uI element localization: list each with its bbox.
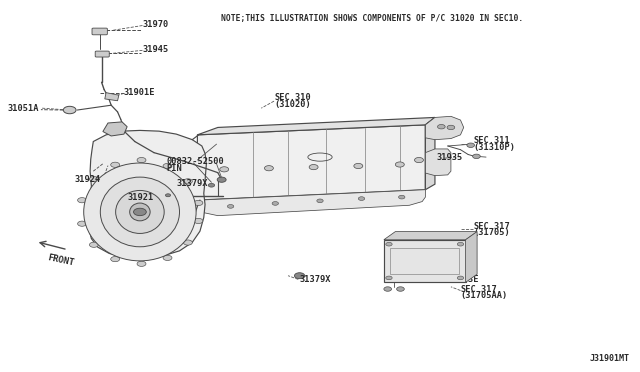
Polygon shape [103, 122, 127, 136]
Text: SEC.310: SEC.310 [274, 93, 311, 102]
Text: J31901MT: J31901MT [589, 354, 630, 363]
Circle shape [63, 106, 76, 114]
Circle shape [227, 205, 234, 208]
Circle shape [208, 183, 214, 187]
Text: 31051A: 31051A [7, 104, 38, 113]
Circle shape [163, 255, 172, 260]
Polygon shape [89, 131, 206, 258]
Circle shape [137, 261, 146, 266]
Circle shape [386, 276, 392, 280]
Circle shape [220, 167, 228, 172]
Circle shape [354, 163, 363, 169]
Polygon shape [426, 149, 451, 176]
Text: (31020): (31020) [274, 100, 311, 109]
Text: 31943E: 31943E [448, 275, 479, 284]
FancyBboxPatch shape [92, 28, 108, 35]
Text: 00832-52500: 00832-52500 [167, 157, 225, 166]
Ellipse shape [100, 177, 179, 247]
Circle shape [384, 287, 392, 291]
Circle shape [184, 240, 193, 245]
Circle shape [458, 242, 464, 246]
Text: FRONT: FRONT [47, 253, 76, 268]
Circle shape [438, 125, 445, 129]
Circle shape [458, 276, 464, 280]
Circle shape [386, 242, 392, 246]
Circle shape [163, 163, 172, 169]
Polygon shape [426, 116, 464, 140]
Text: NOTE;THIS ILLUSTRATION SHOWS COMPONENTS OF P/C 31020 IN SEC10.: NOTE;THIS ILLUSTRATION SHOWS COMPONENTS … [221, 14, 524, 23]
Text: 31935: 31935 [436, 153, 463, 161]
Circle shape [272, 202, 278, 205]
Text: 31379X: 31379X [177, 179, 209, 187]
Polygon shape [466, 232, 477, 282]
Text: 31945: 31945 [143, 45, 169, 54]
Circle shape [77, 198, 86, 203]
Circle shape [184, 179, 193, 184]
Circle shape [77, 221, 86, 226]
Text: 31924: 31924 [74, 175, 100, 184]
Text: 31379X: 31379X [300, 275, 331, 284]
Circle shape [217, 177, 226, 182]
Text: (31310P): (31310P) [473, 143, 515, 152]
Text: SEC.311: SEC.311 [473, 136, 510, 145]
Text: SEC.317: SEC.317 [473, 221, 510, 231]
Circle shape [134, 208, 147, 216]
Circle shape [467, 143, 474, 147]
Circle shape [294, 273, 305, 279]
Polygon shape [105, 93, 119, 101]
Text: 31970: 31970 [143, 20, 169, 29]
Circle shape [111, 162, 120, 167]
Polygon shape [426, 118, 435, 190]
Circle shape [309, 164, 318, 170]
Text: (31705): (31705) [473, 228, 510, 237]
Text: (31705AA): (31705AA) [461, 291, 508, 300]
Text: SEC.317: SEC.317 [461, 285, 497, 294]
Circle shape [111, 257, 120, 262]
Circle shape [166, 194, 171, 197]
Polygon shape [384, 240, 466, 282]
Circle shape [90, 177, 99, 182]
Polygon shape [200, 190, 426, 216]
Circle shape [472, 154, 480, 158]
Ellipse shape [116, 190, 164, 234]
Circle shape [396, 162, 404, 167]
Circle shape [137, 157, 146, 163]
Circle shape [194, 201, 203, 205]
Text: 31901E: 31901E [124, 88, 156, 97]
FancyBboxPatch shape [95, 51, 109, 57]
Polygon shape [197, 125, 426, 200]
Circle shape [447, 125, 455, 130]
Polygon shape [197, 118, 435, 135]
Text: PIN: PIN [167, 164, 182, 173]
Circle shape [397, 287, 404, 291]
Circle shape [264, 166, 273, 171]
Polygon shape [384, 232, 477, 240]
Circle shape [194, 218, 203, 224]
Circle shape [399, 195, 405, 199]
Ellipse shape [84, 163, 196, 261]
Circle shape [358, 197, 365, 201]
Ellipse shape [130, 203, 150, 221]
Text: 31921: 31921 [127, 193, 154, 202]
Circle shape [415, 157, 424, 163]
Circle shape [90, 242, 99, 247]
Circle shape [317, 199, 323, 203]
